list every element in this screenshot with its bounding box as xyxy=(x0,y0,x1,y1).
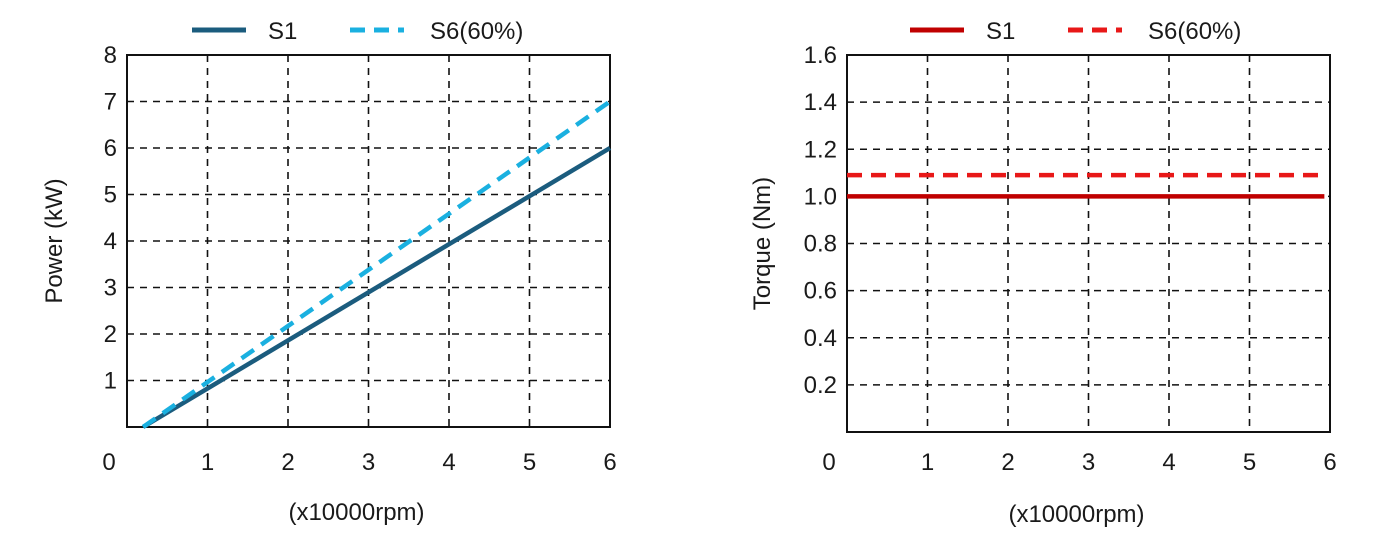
legend-label-s6: S6(60%) xyxy=(1148,18,1241,45)
x-tick-label: 5 xyxy=(1243,449,1256,476)
chart-2: 0 1 2 3 4 5 6 0.2 0.4 0.6 0.8 1.0 1.2 1.4 1.6 (x10000rp… xyxy=(749,18,1337,528)
x-tick-label: 2 xyxy=(1001,449,1014,476)
y-tick-label: 1 xyxy=(104,368,117,395)
x-tick-label: 0 xyxy=(102,449,115,476)
x-axis-title: (x10000rpm) xyxy=(1008,501,1144,528)
x-tick-label: 4 xyxy=(1162,449,1175,476)
legend: S1 S6(60%) xyxy=(910,18,1241,45)
x-tick-label: 1 xyxy=(201,449,214,476)
legend-label-s1: S1 xyxy=(268,18,297,45)
y-tick-label: 0.2 xyxy=(804,372,837,399)
y-tick-label: 2 xyxy=(104,321,117,348)
y-tick-label: 0.6 xyxy=(804,278,837,305)
series-line-s6 xyxy=(141,99,612,429)
y-tick-label: 4 xyxy=(104,228,117,255)
y-tick-label: 1.2 xyxy=(804,136,837,163)
x-tick-label: 3 xyxy=(1082,449,1095,476)
y-axis-title: Torque (Nm) xyxy=(749,177,776,310)
legend: S1 S6(60%) xyxy=(192,18,523,45)
plot-frame xyxy=(846,54,1331,433)
legend-label-s1: S1 xyxy=(986,18,1015,45)
y-tick-label: 1.6 xyxy=(804,42,837,69)
y-tick-label: 0.4 xyxy=(804,325,837,352)
x-tick-label: 1 xyxy=(921,449,934,476)
y-axis-title: Power (kW) xyxy=(41,178,68,303)
x-tick-label: 2 xyxy=(281,449,294,476)
y-tick-label: 1.4 xyxy=(804,89,837,116)
x-tick-label: 6 xyxy=(1323,449,1336,476)
legend-label-s6: S6(60%) xyxy=(430,18,523,45)
x-tick-label: 5 xyxy=(523,449,536,476)
y-tick-label: 6 xyxy=(104,135,117,162)
y-tick-label: 1.0 xyxy=(804,183,837,210)
series-line-s1 xyxy=(141,146,612,429)
y-tick-label: 7 xyxy=(104,89,117,116)
x-tick-label: 6 xyxy=(603,449,616,476)
plot-frame xyxy=(126,54,611,428)
x-tick-label: 3 xyxy=(362,449,375,476)
x-axis-title: (x10000rpm) xyxy=(288,499,424,526)
x-tick-label: 0 xyxy=(822,449,835,476)
chart-1: 0 1 2 3 4 5 6 1 2 3 4 5 6 7 8 (x10000rpm) Power (kW) S1 S6… xyxy=(41,18,617,526)
y-tick-label: 3 xyxy=(104,275,117,302)
y-tick-label: 8 xyxy=(104,42,117,69)
y-tick-label: 0.8 xyxy=(804,231,837,258)
y-tick-label: 5 xyxy=(104,182,117,209)
x-tick-label: 4 xyxy=(442,449,455,476)
